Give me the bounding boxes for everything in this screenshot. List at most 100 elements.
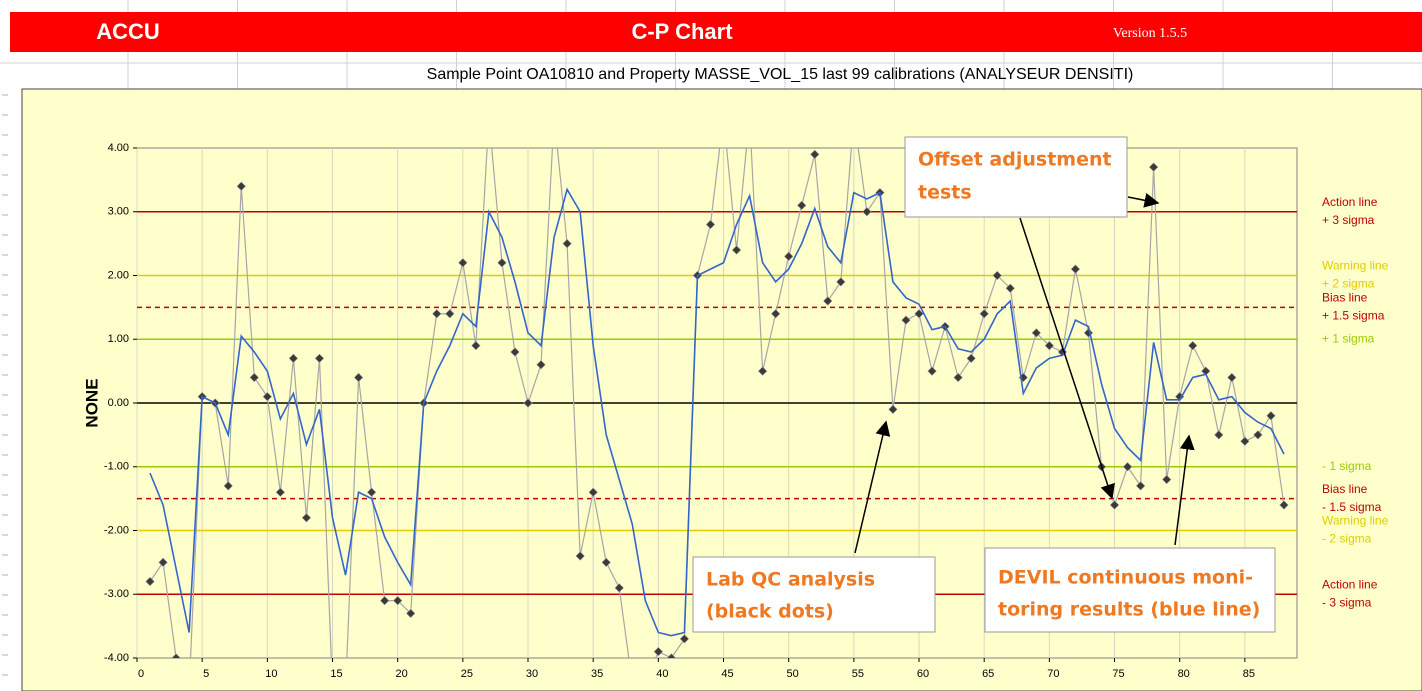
y-tick-label: -3.00	[104, 588, 129, 600]
x-tick-label: 35	[591, 668, 603, 680]
reference-label: Action line	[1322, 577, 1378, 591]
data-point	[601, 557, 611, 567]
data-point	[810, 149, 820, 159]
data-point	[393, 596, 403, 606]
y-axis-title: NONE	[82, 378, 101, 427]
series-group	[145, 148, 1289, 658]
data-point	[223, 481, 233, 491]
data-point	[236, 181, 246, 191]
data-point	[666, 653, 676, 658]
series-line	[149, 148, 1285, 658]
x-tick-label: 65	[982, 668, 994, 680]
data-point	[314, 353, 325, 363]
data-point	[353, 372, 364, 383]
data-point	[1031, 328, 1041, 338]
data-point	[1070, 264, 1081, 274]
reference-label: + 1.5 sigma	[1322, 309, 1385, 323]
data-point	[653, 647, 663, 657]
y-tick-label: 3.00	[108, 206, 129, 218]
data-point	[1279, 500, 1289, 510]
data-point	[432, 309, 442, 319]
x-tick-label: 10	[265, 668, 277, 680]
data-point	[523, 398, 533, 408]
data-point	[1175, 392, 1185, 402]
data-point	[1266, 411, 1276, 421]
reference-label: Bias line	[1322, 482, 1368, 496]
data-point	[731, 245, 742, 255]
data-point	[901, 315, 911, 325]
y-tick-label: -4.00	[104, 652, 129, 664]
data-point	[1253, 430, 1263, 440]
data-point	[914, 309, 924, 319]
x-tick-label: 45	[721, 668, 733, 680]
annotation-text: DEVIL continuous moni-	[998, 567, 1253, 589]
x-tick-label: 50	[787, 668, 799, 680]
data-point	[1162, 474, 1172, 485]
arrow	[1127, 192, 1160, 208]
reference-label: Warning line	[1322, 259, 1389, 273]
data-point	[367, 487, 377, 497]
data-point	[992, 270, 1002, 281]
annotation-text: (black dots)	[706, 601, 834, 623]
data-point	[784, 251, 794, 261]
data-point	[562, 239, 572, 249]
data-point	[471, 341, 481, 351]
data-point	[275, 487, 285, 497]
data-point	[171, 653, 181, 658]
data-point	[1005, 283, 1015, 293]
annotations: Offset adjustment tests Lab QC analysis …	[692, 136, 1276, 633]
data-point	[458, 258, 468, 268]
annotation-box	[692, 556, 936, 633]
annotation-text: Offset adjustment	[918, 149, 1112, 171]
y-tick-label: -2.00	[104, 524, 129, 536]
data-point	[836, 277, 846, 287]
annotation-text: tests	[918, 182, 972, 204]
data-point	[797, 200, 807, 210]
data-point	[536, 360, 546, 370]
header-bar	[10, 12, 1422, 52]
header-title: C-P Chart	[631, 19, 733, 44]
data-point	[614, 583, 624, 593]
y-tick-label: 0.00	[108, 397, 129, 409]
x-tick-label: 0	[138, 668, 144, 680]
data-point	[380, 596, 390, 606]
reference-label: Bias line	[1322, 291, 1368, 305]
series-line	[149, 187, 1285, 637]
version: Version 1.5.5	[1113, 26, 1187, 41]
data-point	[575, 551, 585, 561]
x-tick-label: 20	[396, 668, 408, 680]
data-point	[1135, 481, 1146, 491]
data-point	[1188, 341, 1198, 351]
reference-label: - 1 sigma	[1322, 459, 1372, 473]
data-point	[262, 392, 272, 402]
data-point	[771, 309, 781, 319]
annotation-text: Lab QC analysis	[706, 569, 875, 591]
x-tick-label: 30	[526, 668, 538, 680]
data-point	[301, 513, 312, 523]
arrow	[1174, 434, 1195, 546]
data-point	[1240, 436, 1250, 446]
x-tick-label: 70	[1047, 668, 1059, 680]
annotation-box	[904, 136, 1128, 218]
y-tick-label: 4.00	[108, 142, 129, 154]
app-name: ACCU	[96, 19, 160, 44]
data-point	[1201, 366, 1211, 376]
x-tick-label: 80	[1178, 668, 1190, 680]
data-point	[445, 309, 455, 319]
data-point	[679, 634, 690, 644]
data-point	[758, 366, 768, 376]
data-point	[249, 372, 259, 383]
data-point	[953, 372, 963, 383]
data-point	[288, 353, 299, 363]
y-tick-label: -1.00	[104, 461, 129, 473]
data-point	[588, 487, 598, 497]
data-point	[862, 207, 872, 217]
data-point	[1149, 162, 1159, 172]
reference-label: + 2 sigma	[1322, 277, 1375, 291]
data-point	[158, 557, 168, 567]
data-point	[145, 576, 155, 587]
chart-subtitle: Sample Point OA10810 and Property MASSE_…	[427, 66, 1134, 83]
reference-label: - 1.5 sigma	[1322, 500, 1382, 514]
